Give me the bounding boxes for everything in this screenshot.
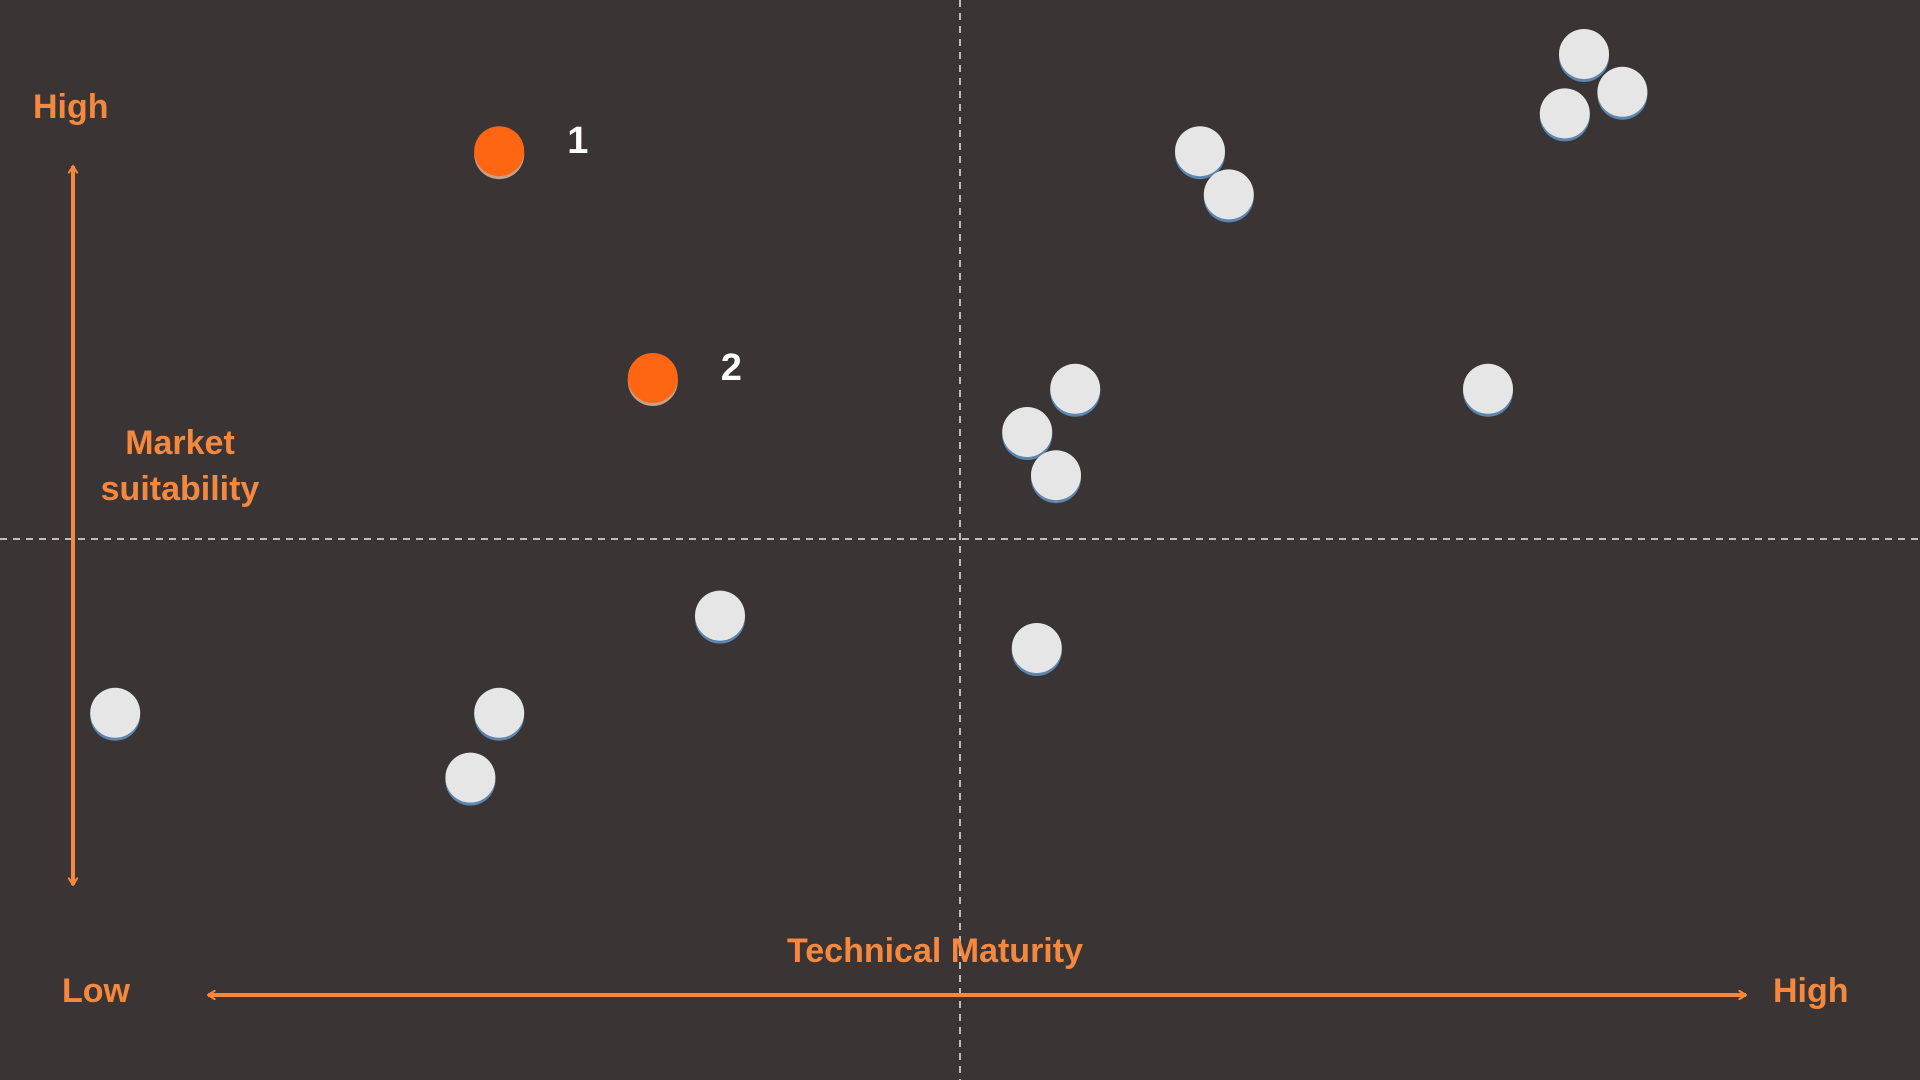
data-point: [695, 590, 745, 644]
data-point: [1539, 88, 1590, 142]
x-axis-low-label: Low: [62, 972, 130, 1010]
data-point: [474, 687, 525, 741]
data-point: [1011, 623, 1062, 676]
highlighted-point-label: 1: [567, 120, 588, 162]
highlighted-point: [627, 353, 678, 406]
data-point: [1031, 450, 1081, 504]
data-point: [1203, 169, 1254, 223]
x-axis-title: Technical Maturity: [787, 932, 1083, 970]
points-layer: 12: [90, 29, 1648, 806]
y-axis-high-label: High: [33, 88, 109, 126]
data-point: [1559, 29, 1609, 82]
data-point: [1463, 363, 1513, 417]
y-axis-title: Market suitability: [100, 424, 260, 508]
data-point: [1597, 66, 1648, 120]
data-point: [1175, 126, 1225, 180]
data-point: [90, 687, 141, 741]
data-point: [1050, 363, 1101, 417]
highlighted-point: [474, 126, 525, 180]
x-axis-high-label: High: [1773, 972, 1849, 1010]
data-point: [445, 752, 496, 806]
data-point: [1002, 407, 1053, 460]
highlighted-point-label: 2: [721, 347, 742, 389]
